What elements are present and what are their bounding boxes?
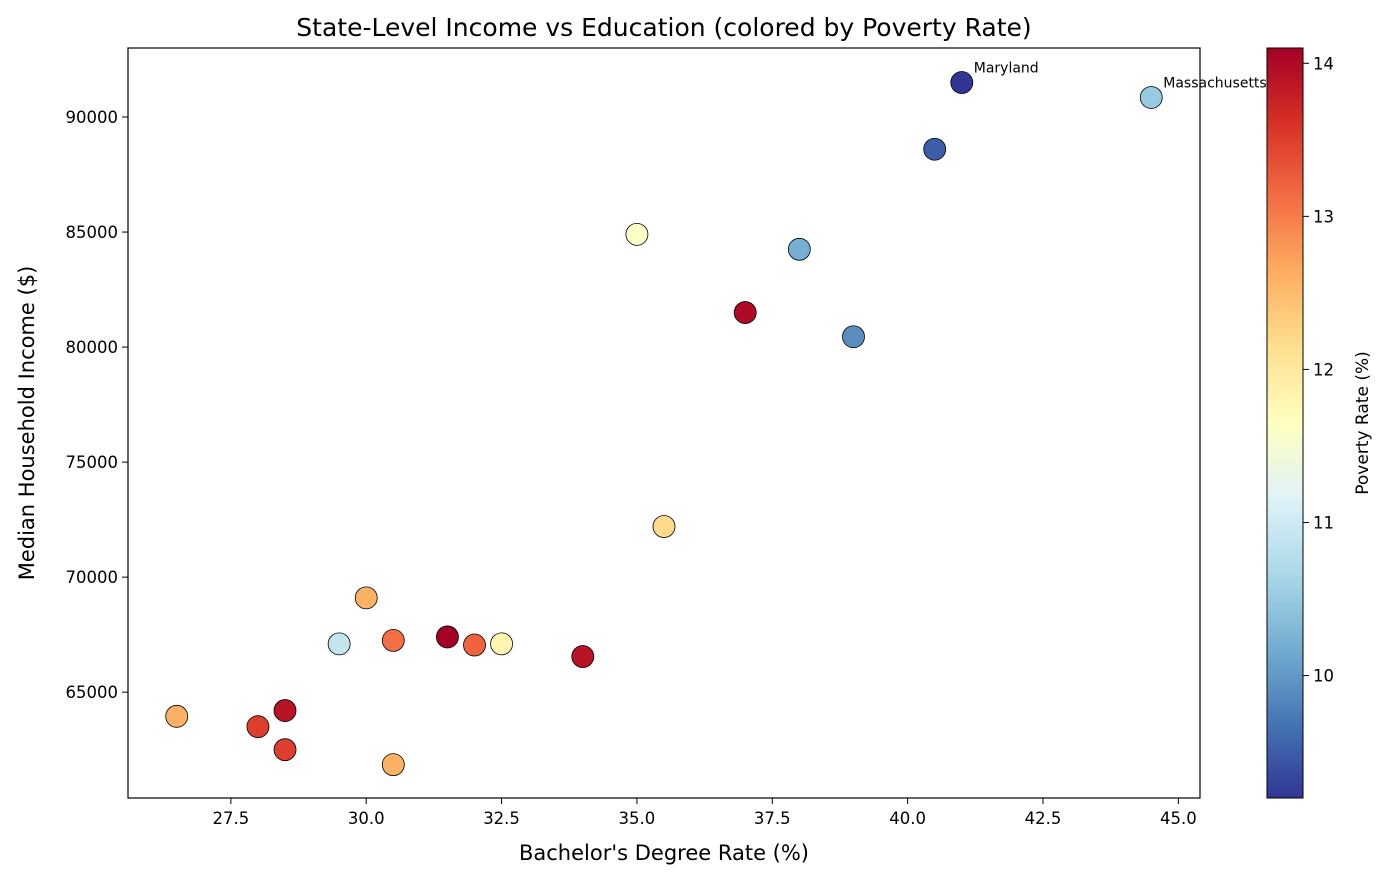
scatter-point	[246, 715, 270, 739]
x-tick-label: 27.5	[212, 809, 249, 828]
scatter-point	[165, 704, 189, 728]
scatter-point	[354, 586, 378, 610]
x-tick-label: 40.0	[889, 809, 926, 828]
scatter-point	[733, 301, 757, 324]
x-axis-label: Bachelor's Degree Rate (%)	[519, 841, 809, 865]
y-tick-label: 85000	[66, 223, 119, 242]
colorbar-tick-label: 11	[1313, 513, 1334, 532]
y-tick-label: 75000	[66, 453, 119, 472]
scatter-point	[436, 625, 459, 649]
scatter-point	[923, 137, 947, 161]
scatter-point	[327, 632, 351, 656]
scatter-point	[1139, 86, 1163, 109]
point-annotation: Massachusetts	[1163, 75, 1266, 91]
x-tick-label: 30.0	[348, 809, 385, 828]
scatter-point	[381, 629, 405, 652]
colorbar-tick-label: 12	[1313, 360, 1334, 379]
colorbar-tick-label: 10	[1313, 667, 1334, 686]
scatter-point	[787, 237, 811, 261]
colorbar-tick-label: 14	[1313, 54, 1334, 73]
x-tick-label: 35.0	[619, 809, 656, 828]
scatter-point	[463, 633, 486, 657]
y-tick-label: 90000	[66, 108, 119, 127]
plot-area: Maryland Massachusetts	[165, 61, 1267, 777]
plot-frame	[127, 47, 1201, 799]
point-annotation: Maryland	[974, 61, 1039, 77]
colorbar	[1266, 47, 1304, 799]
y-axis-ticks: 65000 70000 75000 80000 85000 90000	[66, 108, 128, 702]
y-tick-label: 65000	[66, 683, 119, 702]
scatter-point	[625, 222, 649, 246]
x-tick-label: 45.0	[1160, 809, 1197, 828]
y-tick-label: 80000	[66, 338, 119, 357]
colorbar-label: Poverty Rate (%)	[1353, 351, 1373, 495]
scatter-point	[571, 645, 595, 668]
scatter-point	[273, 699, 297, 722]
colorbar-tick-label: 13	[1313, 207, 1334, 226]
x-tick-label: 42.5	[1025, 809, 1062, 828]
x-axis-ticks: 27.5 30.0 32.5 35.0 37.5 40.0 42.5 45.0	[212, 798, 1197, 828]
scatter-point	[652, 515, 676, 538]
y-tick-label: 70000	[66, 568, 119, 587]
scatter-point	[490, 632, 513, 656]
colorbar-ticks: 10 11 12 13 14	[1303, 54, 1334, 686]
scatter-point	[950, 71, 974, 94]
chart-title: State-Level Income vs Education (colored…	[296, 13, 1031, 42]
x-tick-label: 32.5	[483, 809, 520, 828]
scatter-point	[381, 753, 405, 777]
scatter-point	[273, 738, 297, 762]
x-tick-label: 37.5	[754, 809, 791, 828]
y-axis-label: Median Household Income ($)	[15, 266, 39, 581]
scatter-point	[842, 325, 865, 349]
